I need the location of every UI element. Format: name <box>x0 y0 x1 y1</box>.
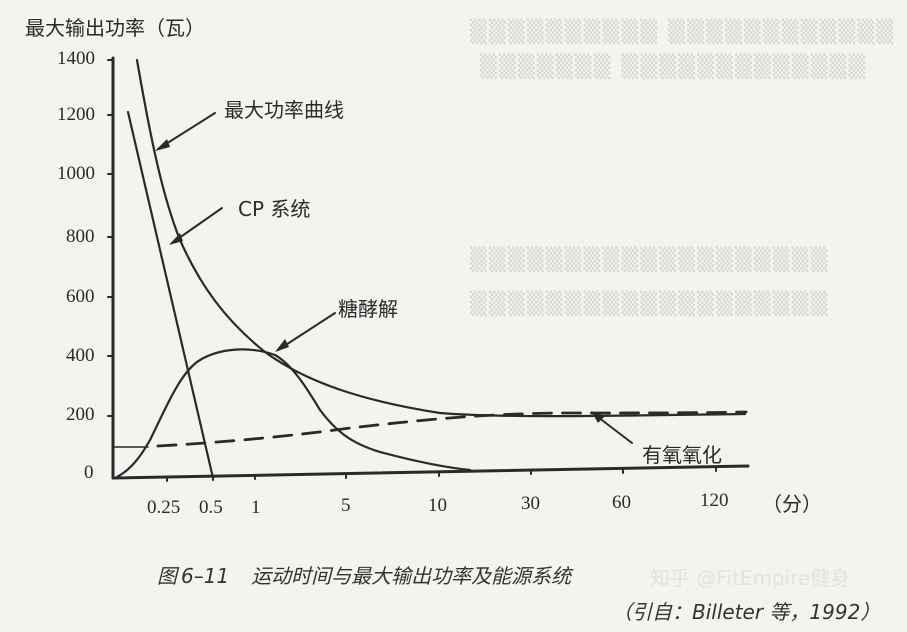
series-cp-system <box>126 110 215 480</box>
label-aerobic-oxidation: 有氧氧化 <box>642 443 722 467</box>
figure-caption: 图 6–11 运动时间与最大输出功率及能源系统 <box>157 560 571 589</box>
y-tick-label: 1400 <box>57 48 95 69</box>
y-tick-label: 800 <box>66 226 95 247</box>
y-axis-ticks <box>107 59 114 417</box>
label-max-power-curve: 最大功率曲线 <box>224 98 344 122</box>
y-tick-label: 1200 <box>57 104 95 125</box>
label-glycolysis: 糖酵解 <box>338 297 398 321</box>
figure-source: （引自：Billeter 等，1992） <box>612 600 881 624</box>
x-tick-label: 0.5 <box>199 497 223 518</box>
bleed-through-text: ▒▒▒▒▒▒▒▒▒▒▒▒▒▒▒▒▒▒▒ <box>470 292 830 317</box>
y-tick-label: 400 <box>66 345 95 366</box>
caption-text: 运动时间与最大输出功率及能源系统 <box>251 564 572 588</box>
series-glycolysis <box>115 348 472 479</box>
y-tick-label: 0 <box>84 462 94 483</box>
y-tick-label: 600 <box>66 286 95 307</box>
x-tick-label: 1 <box>251 497 261 518</box>
x-tick-label: 5 <box>341 495 351 516</box>
x-tick-label: 10 <box>428 495 447 516</box>
x-tick-label: 120 <box>700 490 729 511</box>
series-max-power-curve <box>135 58 747 418</box>
bleed-through-text: ▒▒▒▒▒▒▒ ▒▒▒▒▒▒▒▒▒▒▒▒▒ <box>480 55 868 80</box>
caption-number: 6–11 <box>181 564 230 588</box>
x-tick-label: 30 <box>521 493 540 514</box>
x-axis <box>111 464 750 480</box>
x-axis-ticks <box>166 466 717 482</box>
watermark: 知乎 @FitEmpire健身 <box>650 566 851 590</box>
y-tick-label: 1000 <box>57 163 95 184</box>
y-axis-title: 最大输出功率（瓦） <box>25 16 205 40</box>
series-aerobic-oxidation <box>156 410 748 448</box>
x-tick-label: 0.25 <box>147 497 181 518</box>
bleed-through-text: ▒▒▒▒▒▒▒▒▒▒ ▒▒▒▒▒▒▒▒▒▒▒▒ <box>470 20 896 45</box>
x-tick-label: 60 <box>612 492 631 513</box>
arrow-heads <box>155 139 605 423</box>
y-tick-label: 200 <box>66 404 95 425</box>
x-axis-unit: （分） <box>762 492 822 516</box>
label-cp-system: CP 系统 <box>238 197 311 221</box>
bleed-through-text: ▒▒▒▒▒▒▒▒▒▒▒▒▒▒▒▒▒▒▒ <box>470 248 830 273</box>
caption-prefix: 图 <box>157 564 177 588</box>
annotation-arrows <box>157 112 633 444</box>
